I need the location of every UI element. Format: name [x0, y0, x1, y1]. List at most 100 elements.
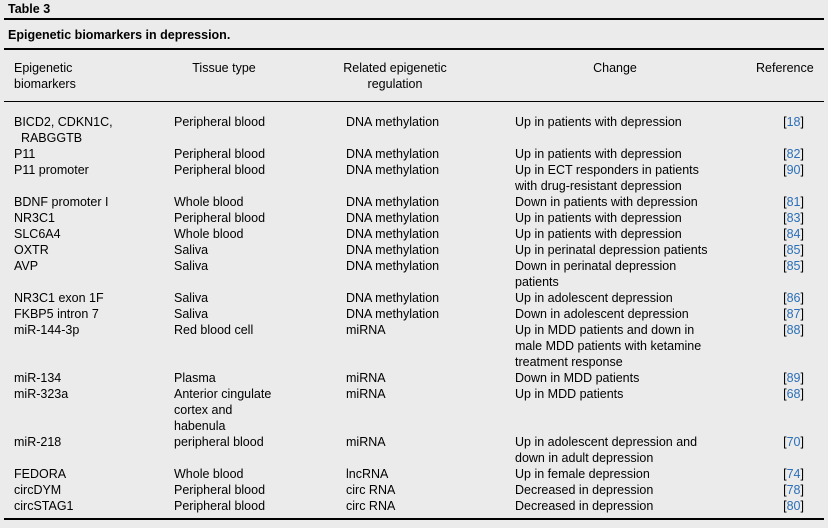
- cell-change: Up in perinatal depression patients: [515, 243, 708, 257]
- cell-tissue: Whole blood: [174, 227, 244, 241]
- cell-change: Up in female depression: [515, 467, 650, 481]
- bottom-rule: [4, 518, 824, 520]
- cell-change: Down in MDD patients: [515, 371, 640, 385]
- cell-reference: [85]: [783, 259, 804, 273]
- cell-change: Up in adolescent depression and down in …: [515, 435, 698, 465]
- cell-tissue: Anterior cingulate cortex and habenula: [174, 387, 272, 433]
- cell-tissue: Saliva: [174, 307, 209, 321]
- cell-biomarker: miR-134: [14, 371, 62, 385]
- cell-reference: [78]: [783, 483, 804, 497]
- cell-reference: [84]: [783, 227, 804, 241]
- caption-rule: [4, 48, 824, 50]
- reference-link[interactable]: 90: [786, 163, 801, 177]
- cell-change: Down in perinatal depression patients: [515, 259, 677, 289]
- reference-link[interactable]: 85: [786, 243, 801, 257]
- table-row: NR3C1 Peripheral blood DNA methylation Up i…: [4, 210, 824, 226]
- cell-tissue: Peripheral blood: [174, 211, 266, 225]
- table-row: SLC6A4 Whole blood DNA methylation Up in pa…: [4, 226, 824, 242]
- cell-reference: [18]: [783, 115, 804, 129]
- table-row: miR-323a Anterior cingulate cortex and ha…: [4, 386, 824, 434]
- reference-link[interactable]: 18: [786, 115, 801, 129]
- cell-reference: [81]: [783, 195, 804, 209]
- cell-tissue: Red blood cell: [174, 323, 254, 337]
- cell-tissue: Peripheral blood: [174, 163, 266, 177]
- table-row: AVP Saliva DNA methylation Down in perinata…: [4, 258, 824, 290]
- cell-change: Up in MDD patients and down in male MDD …: [515, 323, 702, 369]
- cell-tissue: Saliva: [174, 243, 209, 257]
- cell-reference: [74]: [783, 467, 804, 481]
- cell-biomarker: NR3C1 exon 1F: [14, 291, 104, 305]
- table-row: BICD2, CDKN1C, RABGGTB Peripheral blood DN…: [4, 114, 824, 146]
- cell-regulation: circ RNA: [346, 483, 396, 497]
- data-table: BICD2, CDKN1C, RABGGTB Peripheral blood DN…: [4, 114, 824, 514]
- reference-link[interactable]: 70: [786, 435, 801, 449]
- reference-link[interactable]: 74: [786, 467, 801, 481]
- cell-change: Up in patients with depression: [515, 147, 682, 161]
- cell-change: Decreased in depression: [515, 483, 654, 497]
- cell-tissue: Saliva: [174, 259, 209, 273]
- cell-change: Down in patients with depression: [515, 195, 698, 209]
- cell-biomarker: P11: [14, 147, 36, 161]
- reference-link[interactable]: 81: [786, 195, 801, 209]
- table-row: FKBP5 intron 7 Saliva DNA methylation Down …: [4, 306, 824, 322]
- header-regulation: Related epigenetic regulation: [343, 61, 447, 91]
- reference-link[interactable]: 85: [786, 259, 801, 273]
- cell-change: Up in patients with depression: [515, 227, 682, 241]
- table-row: miR-134 Plasma miRNA Down in MDD patients [8…: [4, 370, 824, 386]
- cell-biomarker: FEDORA: [14, 467, 67, 481]
- cell-regulation: miRNA: [346, 371, 386, 385]
- cell-tissue: Peripheral blood: [174, 499, 266, 513]
- cell-biomarker: SLC6A4: [14, 227, 61, 241]
- table-row: miR-218 peripheral blood miRNA Up in adoles…: [4, 434, 824, 466]
- cell-reference: [85]: [783, 243, 804, 257]
- top-rule: [4, 18, 824, 20]
- cell-reference: [83]: [783, 211, 804, 225]
- cell-regulation: miRNA: [346, 387, 386, 401]
- cell-change: Decreased in depression: [515, 499, 654, 513]
- cell-change: Up in ECT responders in patients with dr…: [515, 163, 699, 193]
- cell-tissue: peripheral blood: [174, 435, 264, 449]
- cell-regulation: DNA methylation: [346, 291, 440, 305]
- cell-change: Up in adolescent depression: [515, 291, 673, 305]
- table-label: Table 3: [8, 2, 51, 16]
- cell-tissue: Peripheral blood: [174, 147, 266, 161]
- cell-biomarker: NR3C1: [14, 211, 55, 225]
- cell-tissue: Whole blood: [174, 195, 244, 209]
- header-biomarkers: Epigenetic biomarkers: [14, 61, 76, 91]
- cell-biomarker: FKBP5 intron 7: [14, 307, 99, 321]
- cell-change: Up in MDD patients: [515, 387, 624, 401]
- cell-regulation: miRNA: [346, 323, 386, 337]
- reference-link[interactable]: 80: [786, 499, 801, 513]
- reference-link[interactable]: 82: [786, 147, 801, 161]
- cell-biomarker: OXTR: [14, 243, 49, 257]
- cell-reference: [82]: [783, 147, 804, 161]
- cell-change: Down in adolescent depression: [515, 307, 689, 321]
- cell-reference: [80]: [783, 499, 804, 513]
- cell-regulation: DNA methylation: [346, 211, 440, 225]
- cell-biomarker: P11 promoter: [14, 163, 89, 177]
- cell-reference: [87]: [783, 307, 804, 321]
- cell-reference: [88]: [783, 323, 804, 337]
- header-reference: Reference: [756, 61, 814, 75]
- reference-link[interactable]: 78: [786, 483, 801, 497]
- cell-tissue: Peripheral blood: [174, 483, 266, 497]
- table-row: circDYM Peripheral blood circ RNA Decreased…: [4, 482, 824, 498]
- reference-link[interactable]: 68: [786, 387, 801, 401]
- cell-tissue: Whole blood: [174, 467, 244, 481]
- table-row: BDNF promoter I Whole blood DNA methylatio…: [4, 194, 824, 210]
- cell-reference: [70]: [783, 435, 804, 449]
- reference-link[interactable]: 89: [786, 371, 801, 385]
- cell-regulation: lncRNA: [346, 467, 389, 481]
- cell-biomarker: miR-218: [14, 435, 62, 449]
- cell-regulation: DNA methylation: [346, 307, 440, 321]
- cell-biomarker: circDYM: [14, 483, 62, 497]
- reference-link[interactable]: 88: [786, 323, 801, 337]
- reference-link[interactable]: 83: [786, 211, 801, 225]
- table-row: miR-144-3p Red blood cell miRNA Up in MDD p…: [4, 322, 824, 370]
- table-row: circSTAG1 Peripheral blood circ RNA Decreas…: [4, 498, 824, 514]
- cell-reference: [90]: [783, 163, 804, 177]
- reference-link[interactable]: 87: [786, 307, 801, 321]
- reference-link[interactable]: 84: [786, 227, 801, 241]
- reference-link[interactable]: 86: [786, 291, 801, 305]
- cell-regulation: DNA methylation: [346, 227, 440, 241]
